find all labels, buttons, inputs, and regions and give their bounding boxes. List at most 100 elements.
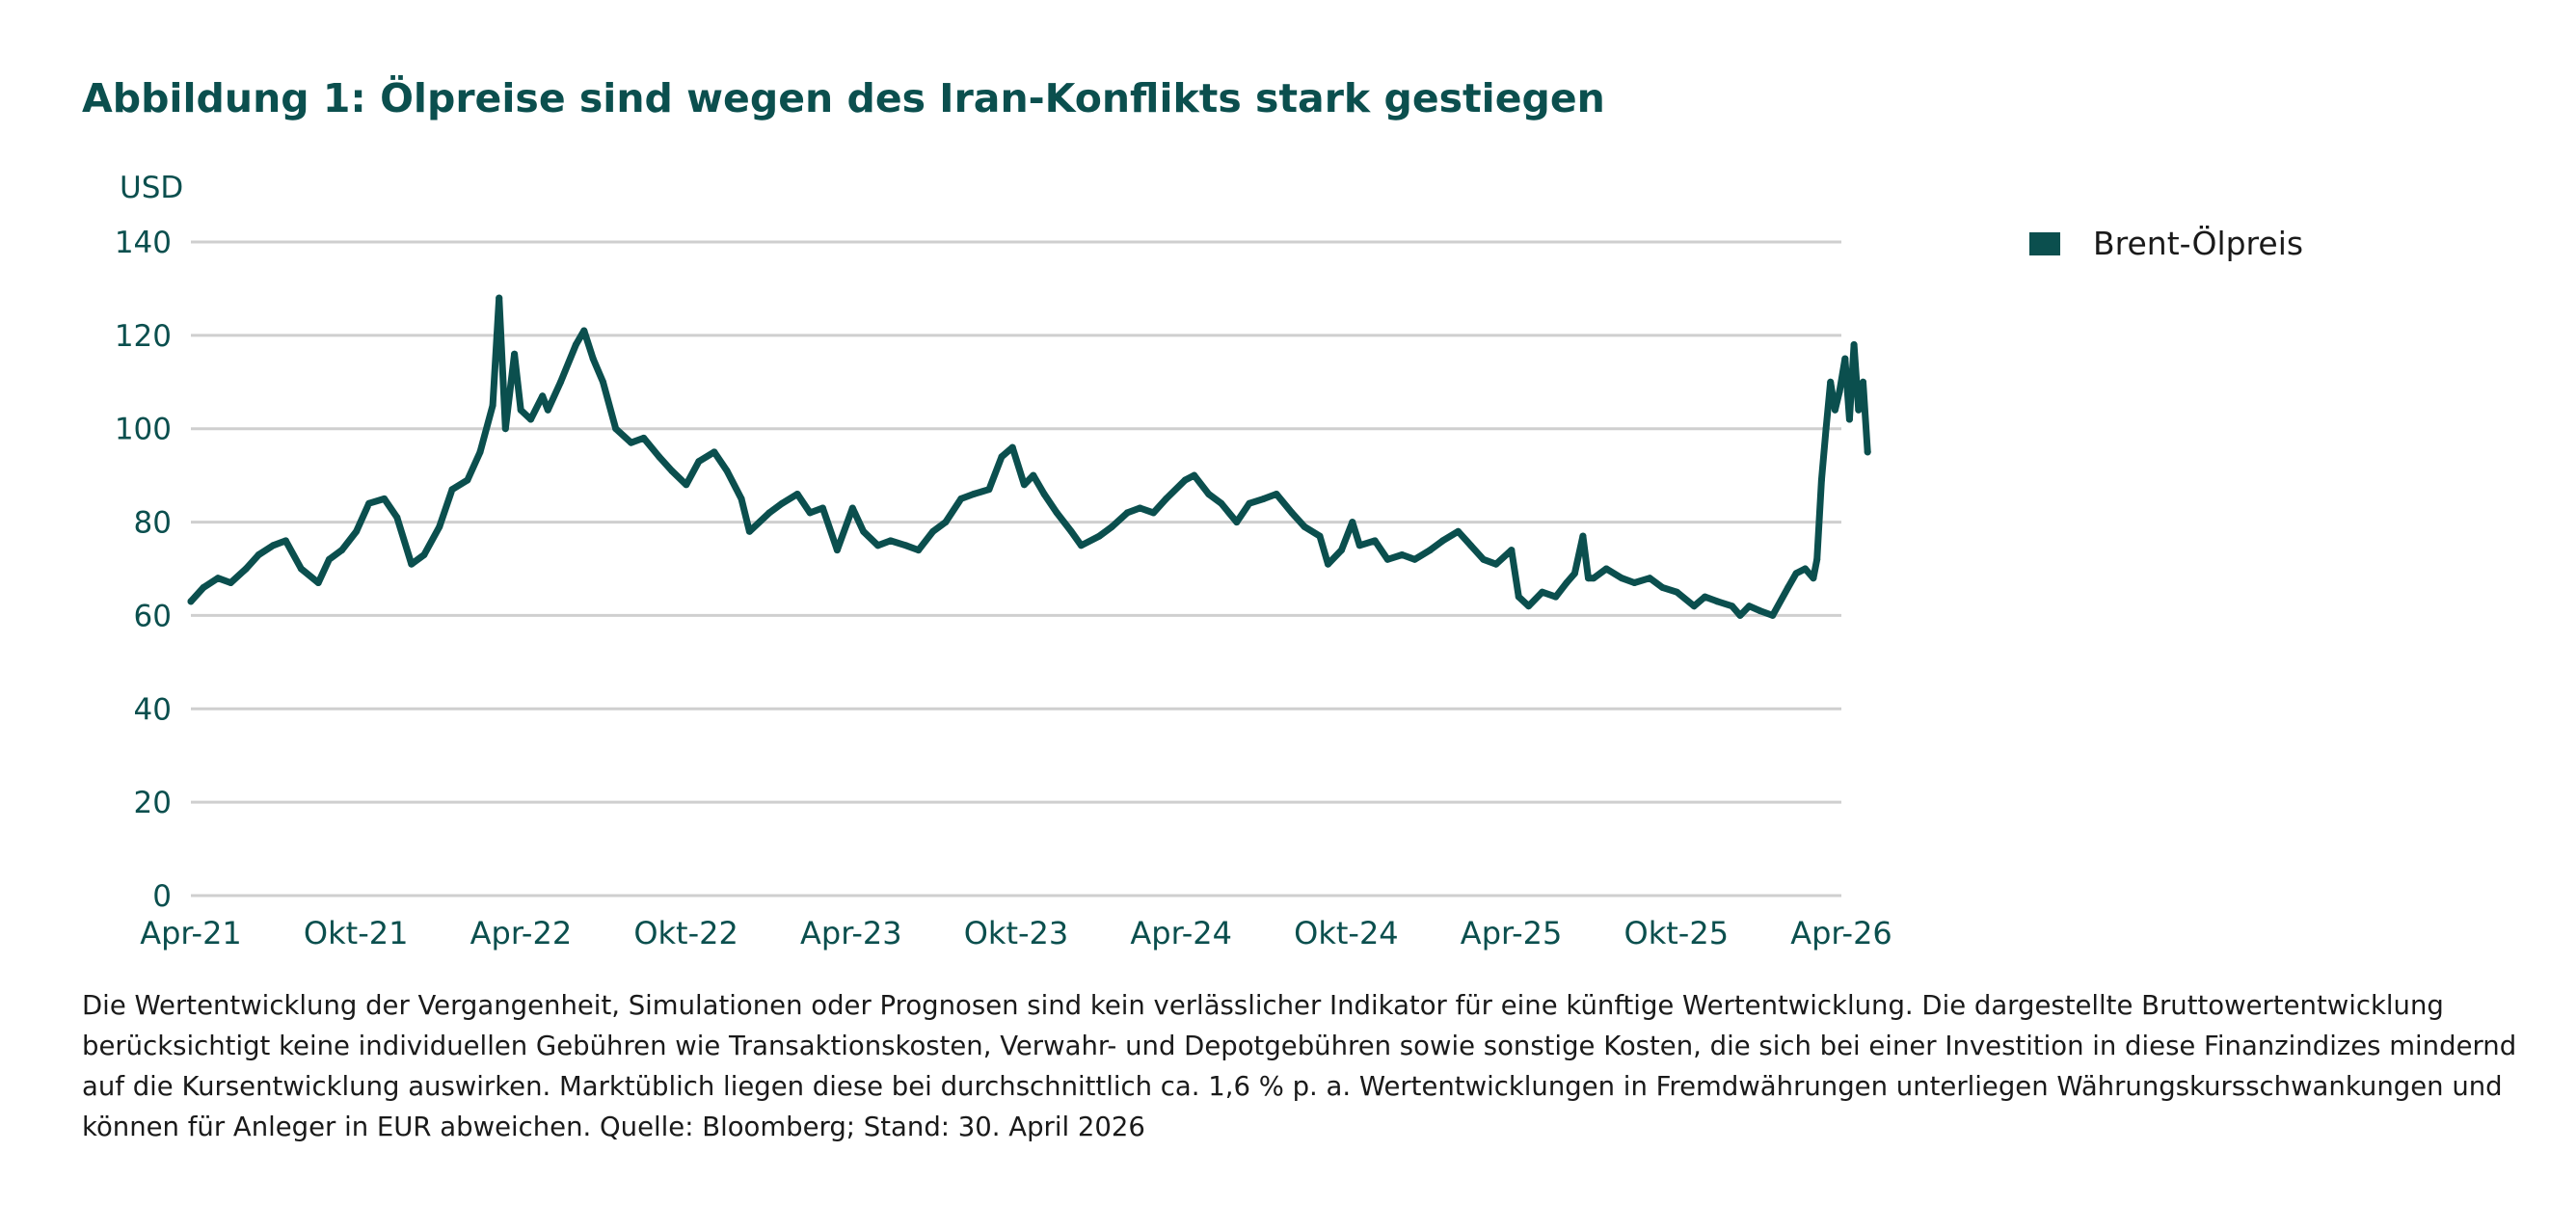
data-point <box>1827 378 1835 386</box>
data-point <box>723 467 731 474</box>
data-point <box>1205 491 1213 497</box>
data-point <box>1585 575 1592 582</box>
data-point <box>1802 565 1809 573</box>
data-point <box>1822 425 1830 433</box>
data-point <box>1729 603 1736 610</box>
data-point <box>1325 560 1331 568</box>
data-point <box>1020 481 1028 489</box>
data-point <box>1602 565 1610 573</box>
data-point <box>1492 560 1500 568</box>
y-tick-label: 60 <box>134 599 172 633</box>
data-point <box>1426 547 1434 554</box>
data-point <box>1792 570 1800 577</box>
data-point <box>929 527 937 535</box>
data-point <box>187 598 195 605</box>
x-tick-label: Apr-26 <box>1790 915 1892 951</box>
data-point <box>668 467 676 474</box>
data-point <box>711 448 718 456</box>
y-axis-label: USD <box>120 171 183 205</box>
data-point <box>848 504 856 512</box>
data-point <box>1552 593 1560 601</box>
data-point <box>1467 542 1475 549</box>
data-point <box>1260 495 1268 502</box>
data-point <box>1817 476 1825 484</box>
data-point <box>420 551 428 558</box>
footnote-disclaimer: Die Wertentwicklung der Vergangenheit, S… <box>82 990 2517 1142</box>
data-point <box>970 491 978 497</box>
data-point <box>464 476 471 484</box>
data-point <box>1480 555 1488 563</box>
data-point <box>745 527 753 535</box>
x-tick-label: Apr-24 <box>1130 915 1232 951</box>
data-point <box>1030 471 1037 479</box>
data-point <box>539 392 547 400</box>
data-point <box>1349 519 1356 526</box>
data-point <box>1714 598 1722 605</box>
data-point <box>793 491 801 497</box>
data-point <box>1579 532 1587 540</box>
data-point <box>1757 607 1764 615</box>
data-point <box>1095 532 1103 540</box>
y-tick-label: 0 <box>152 879 172 914</box>
data-point <box>683 481 690 489</box>
data-point <box>1355 542 1363 549</box>
legend: Brent-Ölpreis <box>2029 225 2303 262</box>
data-point <box>1040 491 1048 497</box>
data-point <box>1053 509 1060 517</box>
data-point <box>200 583 207 591</box>
y-tick-label: 120 <box>115 319 172 354</box>
data-point <box>1108 523 1115 530</box>
data-point <box>765 509 773 517</box>
data-point <box>393 514 401 522</box>
data-point <box>436 523 443 530</box>
x-tick-label: Apr-25 <box>1461 915 1563 951</box>
data-point <box>738 495 745 502</box>
x-tick-label: Apr-22 <box>470 915 573 951</box>
data-point <box>1008 443 1016 451</box>
data-point <box>511 350 519 358</box>
data-point <box>214 575 222 582</box>
data-point <box>227 579 234 586</box>
data-point <box>297 565 305 573</box>
data-point <box>557 378 564 386</box>
data-point <box>806 509 814 517</box>
data-point <box>1855 406 1863 414</box>
data-point <box>887 537 895 545</box>
data-point <box>1123 509 1131 517</box>
chart-title: Abbildung 1: Ölpreise sind wegen des Ira… <box>82 75 1605 121</box>
data-point <box>489 402 496 409</box>
data-point <box>1218 499 1225 507</box>
x-tick-label: Okt-24 <box>1294 915 1399 951</box>
data-point <box>902 542 910 549</box>
data-point <box>282 537 289 545</box>
y-tick-label: 40 <box>134 692 172 727</box>
data-point <box>1836 388 1843 395</box>
data-point <box>1288 509 1296 517</box>
data-point <box>874 542 882 549</box>
data-point <box>1246 499 1253 507</box>
data-point <box>1078 542 1085 549</box>
data-point <box>1769 611 1777 619</box>
data-point <box>1398 551 1406 558</box>
data-point <box>778 499 786 507</box>
legend-label-brent: Brent-Ölpreis <box>2093 225 2304 262</box>
series-line-brent <box>187 294 1871 619</box>
data-point <box>1508 547 1516 554</box>
data-point <box>269 542 277 549</box>
data-point <box>1191 471 1198 479</box>
data-point <box>527 415 534 423</box>
data-point <box>314 579 322 586</box>
data-point <box>1850 341 1858 348</box>
data-point <box>833 547 841 554</box>
data-point <box>501 425 509 433</box>
x-tick-label: Okt-23 <box>964 915 1069 951</box>
data-point <box>957 495 965 502</box>
data-point <box>640 434 648 442</box>
series-group <box>187 294 1871 619</box>
data-point <box>942 519 950 526</box>
data-point <box>1590 575 1597 582</box>
data-point <box>1301 523 1308 530</box>
data-point <box>915 547 923 554</box>
data-point <box>496 294 503 302</box>
